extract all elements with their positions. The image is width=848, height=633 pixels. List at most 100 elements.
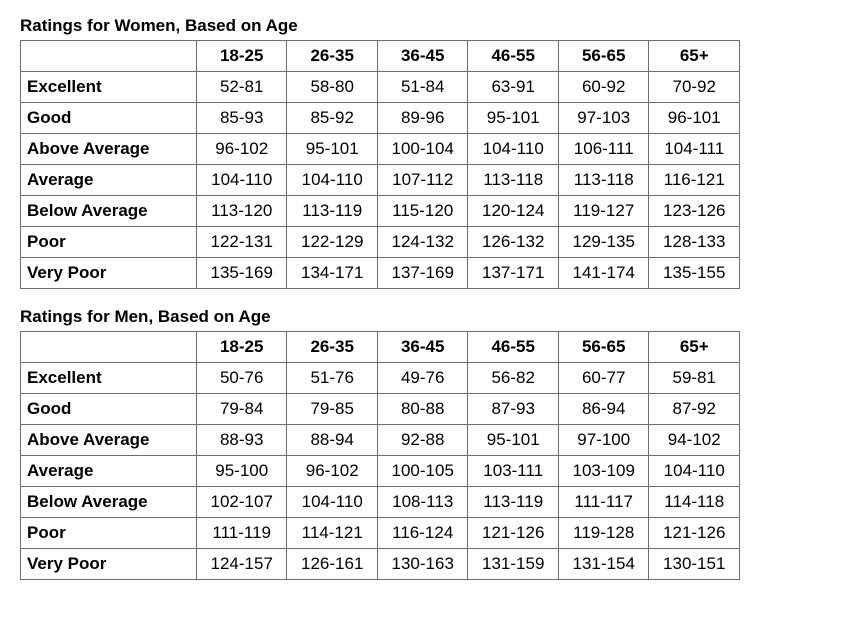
women-corner-cell <box>21 41 197 72</box>
men-cell: 87-92 <box>649 394 740 425</box>
men-cell: 130-163 <box>377 549 468 580</box>
women-header-row: 18-25 26-35 36-45 46-55 56-65 65+ <box>21 41 740 72</box>
women-cell: 129-135 <box>558 227 649 258</box>
table-row: Average104-110104-110107-112113-118113-1… <box>21 165 740 196</box>
table-row: Poor111-119114-121116-124121-126119-1281… <box>21 518 740 549</box>
men-cell: 108-113 <box>377 487 468 518</box>
men-cell: 79-85 <box>287 394 378 425</box>
men-col-4: 56-65 <box>558 332 649 363</box>
men-cell: 49-76 <box>377 363 468 394</box>
men-cell: 97-100 <box>558 425 649 456</box>
men-cell: 87-93 <box>468 394 559 425</box>
women-row-label: Very Poor <box>21 258 197 289</box>
men-cell: 60-77 <box>558 363 649 394</box>
men-cell: 103-109 <box>558 456 649 487</box>
women-row-label: Excellent <box>21 72 197 103</box>
men-row-label: Average <box>21 456 197 487</box>
women-cell: 137-171 <box>468 258 559 289</box>
table-row: Good85-9385-9289-9695-10197-10396-101 <box>21 103 740 134</box>
table-row: Above Average88-9388-9492-8895-10197-100… <box>21 425 740 456</box>
men-row-label: Above Average <box>21 425 197 456</box>
women-cell: 119-127 <box>558 196 649 227</box>
men-cell: 131-159 <box>468 549 559 580</box>
women-cell: 116-121 <box>649 165 740 196</box>
table-row: Excellent50-7651-7649-7656-8260-7759-81 <box>21 363 740 394</box>
men-cell: 104-110 <box>287 487 378 518</box>
men-cell: 80-88 <box>377 394 468 425</box>
men-col-2: 36-45 <box>377 332 468 363</box>
women-col-3: 46-55 <box>468 41 559 72</box>
women-row-label: Poor <box>21 227 197 258</box>
women-cell: 135-169 <box>196 258 287 289</box>
women-cell: 122-129 <box>287 227 378 258</box>
women-cell: 134-171 <box>287 258 378 289</box>
women-cell: 89-96 <box>377 103 468 134</box>
men-row-label: Excellent <box>21 363 197 394</box>
women-cell: 113-119 <box>287 196 378 227</box>
men-cell: 131-154 <box>558 549 649 580</box>
men-cell: 50-76 <box>196 363 287 394</box>
men-ratings-table: 18-25 26-35 36-45 46-55 56-65 65+ Excell… <box>20 331 740 580</box>
men-header-row: 18-25 26-35 36-45 46-55 56-65 65+ <box>21 332 740 363</box>
men-row-label: Poor <box>21 518 197 549</box>
women-cell: 128-133 <box>649 227 740 258</box>
men-cell: 94-102 <box>649 425 740 456</box>
women-cell: 106-111 <box>558 134 649 165</box>
table-row: Below Average102-107104-110108-113113-11… <box>21 487 740 518</box>
table-row: Very Poor135-169134-171137-169137-171141… <box>21 258 740 289</box>
women-row-label: Good <box>21 103 197 134</box>
men-cell: 113-119 <box>468 487 559 518</box>
men-cell: 114-118 <box>649 487 740 518</box>
women-cell: 104-110 <box>468 134 559 165</box>
table-row: Poor122-131122-129124-132126-132129-1351… <box>21 227 740 258</box>
women-cell: 126-132 <box>468 227 559 258</box>
men-cell: 95-100 <box>196 456 287 487</box>
men-row-label: Below Average <box>21 487 197 518</box>
women-row-label: Above Average <box>21 134 197 165</box>
men-cell: 102-107 <box>196 487 287 518</box>
women-cell: 104-110 <box>196 165 287 196</box>
men-col-1: 26-35 <box>287 332 378 363</box>
women-cell: 104-111 <box>649 134 740 165</box>
women-cell: 115-120 <box>377 196 468 227</box>
men-table-body: Excellent50-7651-7649-7656-8260-7759-81G… <box>21 363 740 580</box>
men-cell: 103-111 <box>468 456 559 487</box>
table-row: Very Poor124-157126-161130-163131-159131… <box>21 549 740 580</box>
men-cell: 86-94 <box>558 394 649 425</box>
women-cell: 96-101 <box>649 103 740 134</box>
women-col-2: 36-45 <box>377 41 468 72</box>
table-row: Good79-8479-8580-8887-9386-9487-92 <box>21 394 740 425</box>
men-cell: 104-110 <box>649 456 740 487</box>
men-col-0: 18-25 <box>196 332 287 363</box>
women-ratings-table: 18-25 26-35 36-45 46-55 56-65 65+ Excell… <box>20 40 740 289</box>
women-cell: 58-80 <box>287 72 378 103</box>
men-cell: 111-119 <box>196 518 287 549</box>
table-row: Excellent52-8158-8051-8463-9160-9270-92 <box>21 72 740 103</box>
men-cell: 119-128 <box>558 518 649 549</box>
men-corner-cell <box>21 332 197 363</box>
women-cell: 123-126 <box>649 196 740 227</box>
men-cell: 130-151 <box>649 549 740 580</box>
men-cell: 114-121 <box>287 518 378 549</box>
women-cell: 137-169 <box>377 258 468 289</box>
women-cell: 51-84 <box>377 72 468 103</box>
women-cell: 85-93 <box>196 103 287 134</box>
women-cell: 122-131 <box>196 227 287 258</box>
women-row-label: Average <box>21 165 197 196</box>
men-cell: 111-117 <box>558 487 649 518</box>
women-row-label: Below Average <box>21 196 197 227</box>
women-cell: 63-91 <box>468 72 559 103</box>
women-cell: 95-101 <box>468 103 559 134</box>
men-cell: 88-93 <box>196 425 287 456</box>
women-cell: 52-81 <box>196 72 287 103</box>
women-col-1: 26-35 <box>287 41 378 72</box>
women-cell: 97-103 <box>558 103 649 134</box>
men-cell: 124-157 <box>196 549 287 580</box>
women-cell: 70-92 <box>649 72 740 103</box>
women-col-5: 65+ <box>649 41 740 72</box>
women-table-body: Excellent52-8158-8051-8463-9160-9270-92G… <box>21 72 740 289</box>
men-cell: 116-124 <box>377 518 468 549</box>
women-cell: 141-174 <box>558 258 649 289</box>
men-row-label: Very Poor <box>21 549 197 580</box>
women-table-title: Ratings for Women, Based on Age <box>20 16 828 36</box>
